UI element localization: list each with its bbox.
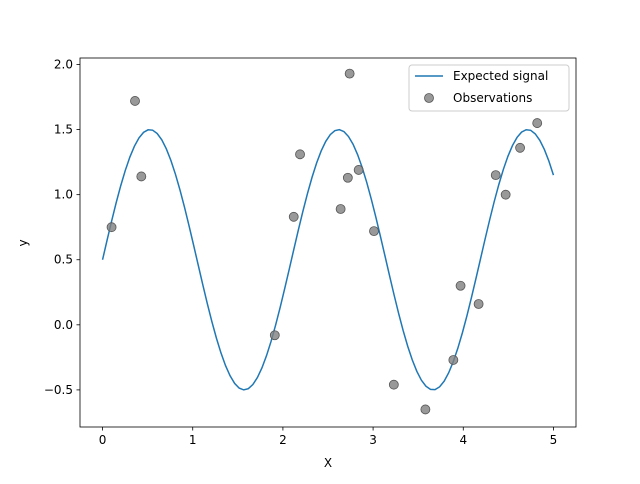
observation-point <box>515 142 525 153</box>
y-tick-label: 1.0 <box>54 188 73 202</box>
observation-point <box>420 404 431 415</box>
observation-point <box>369 226 379 237</box>
expected-signal-line <box>101 128 555 391</box>
observation-point <box>388 379 399 390</box>
legend-label-expected: Expected signal <box>453 69 548 83</box>
observation-point <box>490 170 501 181</box>
observation-point <box>269 330 280 341</box>
observation-point <box>344 68 355 79</box>
x-tick-label: 0 <box>99 433 107 447</box>
x-tick-label: 4 <box>459 433 467 447</box>
x-tick-label: 1 <box>189 433 197 447</box>
y-tick-label: 0.5 <box>54 253 73 267</box>
observation-point <box>342 172 353 183</box>
legend-label-observations: Observations <box>453 91 532 105</box>
x-tick-label: 3 <box>369 433 377 447</box>
legend-scatter-marker <box>424 93 434 103</box>
observation-point <box>335 204 346 214</box>
y-tick-label: 2.0 <box>54 58 73 72</box>
observation-point <box>532 118 543 128</box>
observation-point <box>288 211 299 222</box>
observation-point <box>136 171 147 182</box>
y-axis-label: y <box>16 239 30 246</box>
x-tick-label: 2 <box>279 433 287 447</box>
observation-point <box>473 299 484 309</box>
observation-point <box>448 355 459 365</box>
observation-point <box>130 96 140 106</box>
axes-frame <box>79 57 577 428</box>
x-axis-label: X <box>324 456 332 470</box>
observation-point <box>106 222 117 233</box>
y-tick-label: 1.5 <box>54 123 73 137</box>
legend-box <box>408 64 570 112</box>
x-tick-label: 5 <box>550 433 558 447</box>
observation-point <box>455 280 466 291</box>
observation-point <box>295 149 305 160</box>
observation-point <box>353 165 364 175</box>
y-tick-label: 0.0 <box>54 318 73 332</box>
observation-point <box>500 189 511 200</box>
legend: Expected signal Observations <box>408 64 570 112</box>
y-tick-label: −0.5 <box>44 383 73 397</box>
